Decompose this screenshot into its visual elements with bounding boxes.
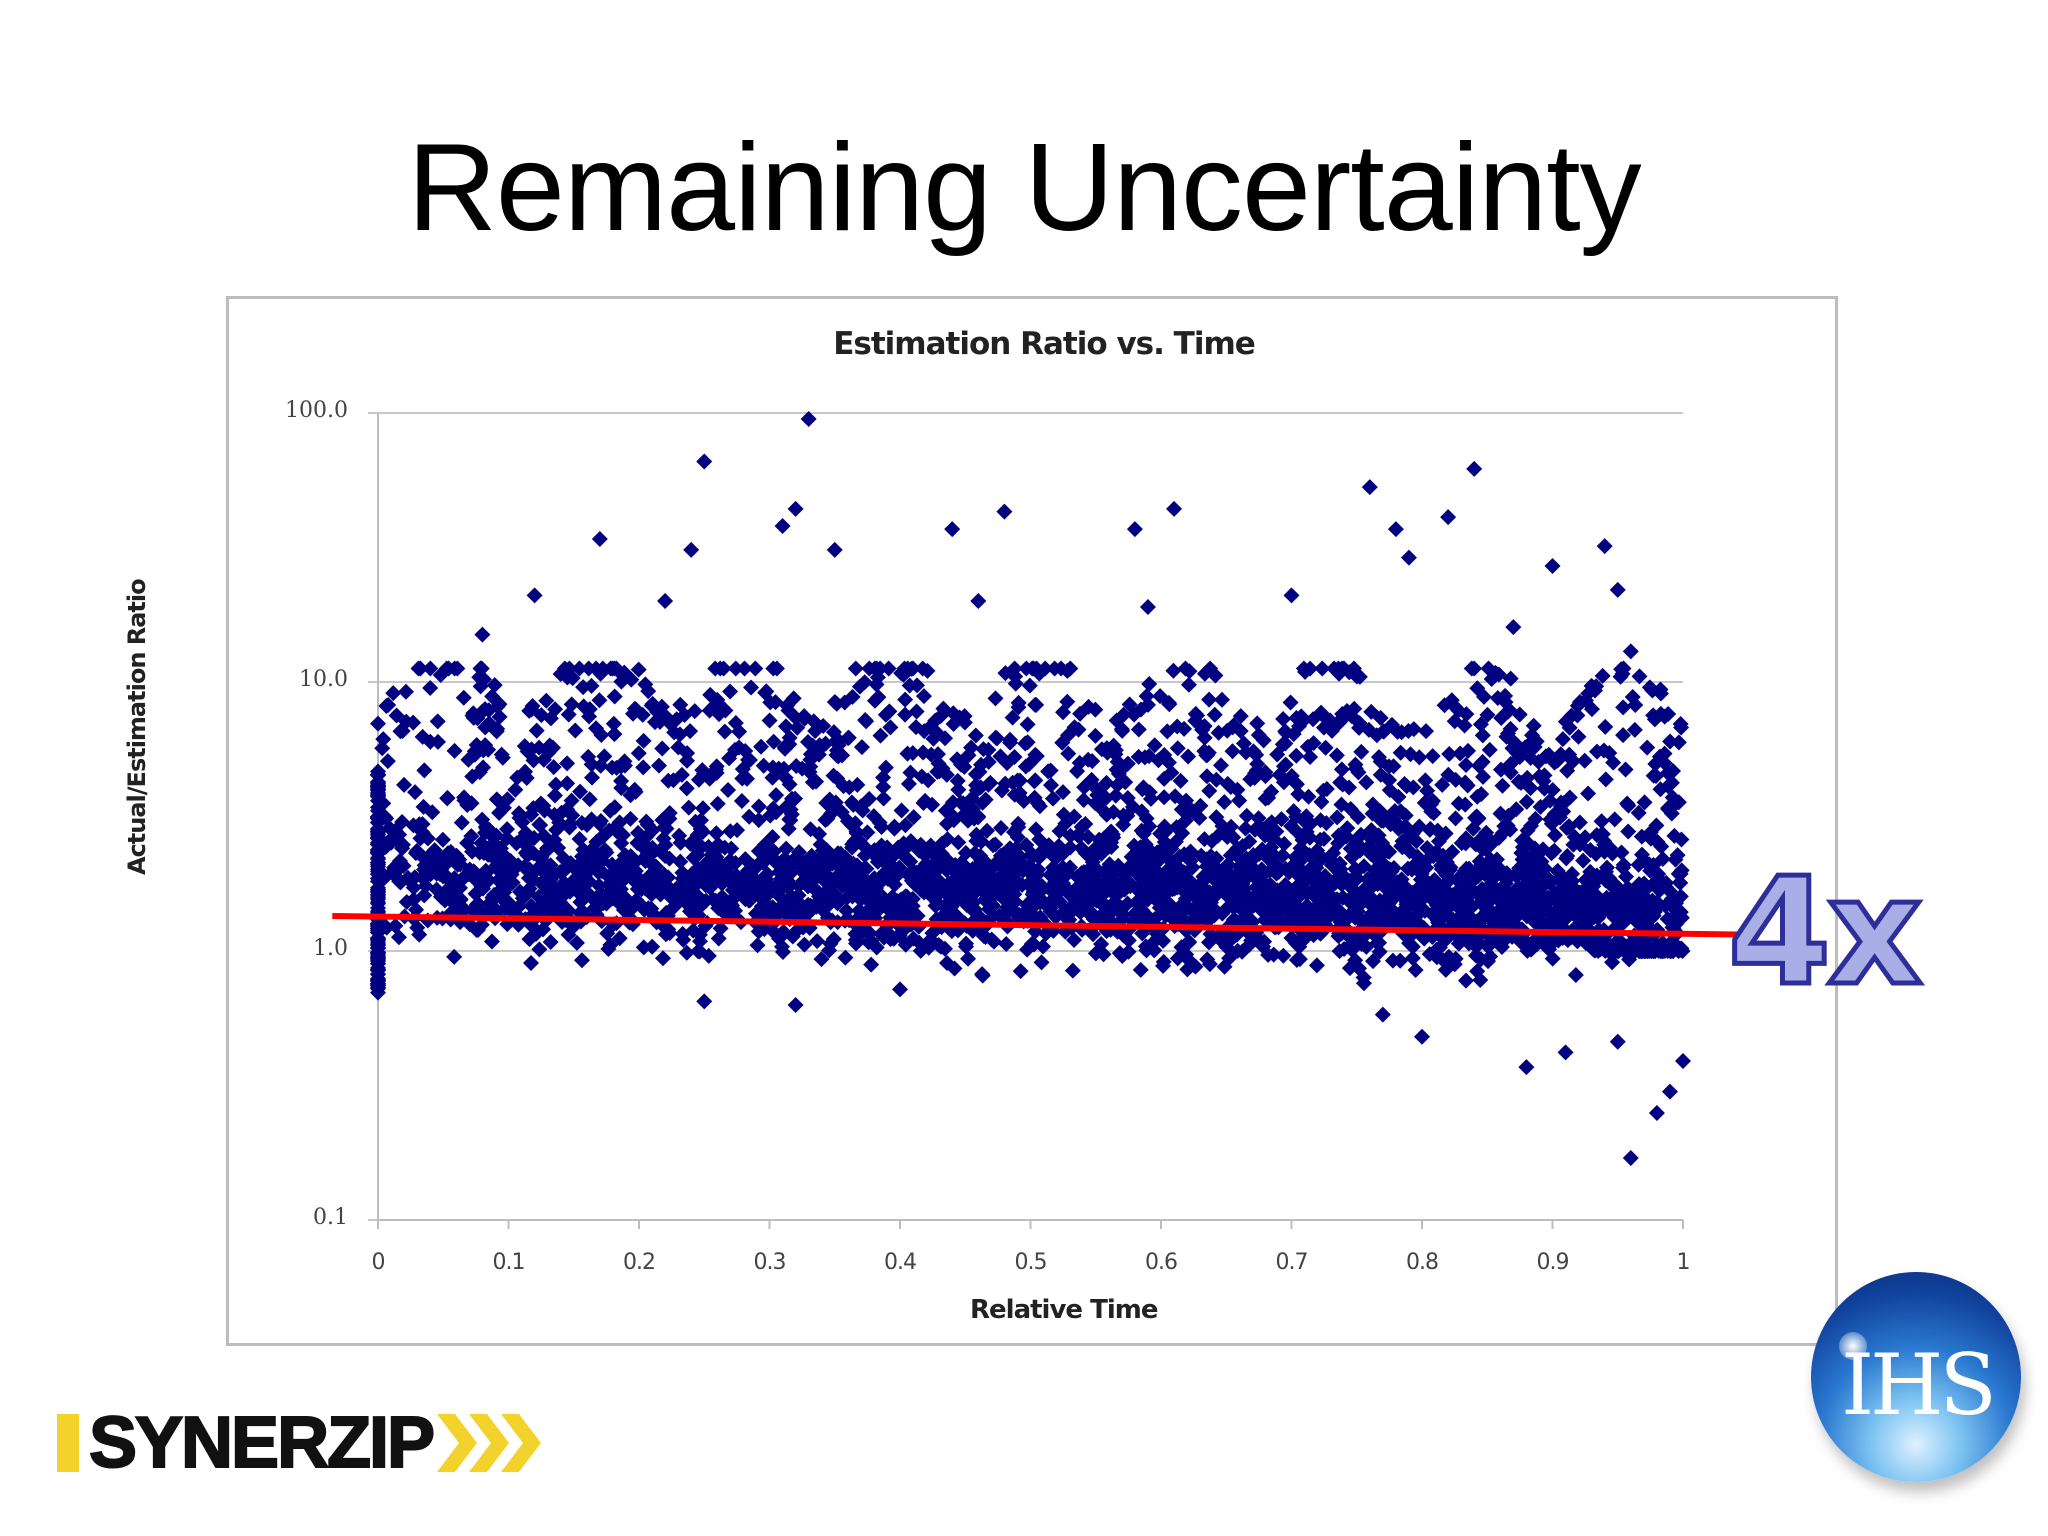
y-tick-label: 1.0 <box>313 936 348 961</box>
y-tick-label: 100.0 <box>285 398 348 423</box>
chevrons-icon <box>437 1414 542 1472</box>
chart-title: Estimation Ratio vs. Time <box>833 326 1256 362</box>
x-tick-label: 1 <box>1676 1250 1691 1275</box>
synerzip-logo-text: SYNERZIP <box>88 1403 436 1483</box>
x-tick-label: 0.5 <box>1014 1250 1048 1275</box>
annotation-4x: 4x <box>1725 846 1924 1018</box>
x-tick-label: 0.9 <box>1536 1250 1570 1275</box>
x-tick-label: 0.3 <box>753 1250 787 1275</box>
x-tick-label: 0.2 <box>623 1250 656 1275</box>
y-axis-label: Actual/Estimation Ratio <box>123 579 152 875</box>
y-tick-label: 10.0 <box>299 667 348 692</box>
synerzip-logo: SYNERZIP <box>57 1403 547 1483</box>
x-tick-label: 0.1 <box>492 1250 526 1275</box>
x-axis-label: Relative Time <box>970 1295 1158 1325</box>
ihs-logo-text: IHS <box>1841 1336 1997 1434</box>
x-tick-label: 0 <box>371 1250 386 1275</box>
data-points <box>370 410 1691 1167</box>
globe-icon <box>1811 1272 2021 1482</box>
x-tick-label: 0.4 <box>884 1250 917 1275</box>
ihs-logo: IHS <box>1811 1272 2023 1484</box>
x-tick-label: 0.6 <box>1145 1250 1178 1275</box>
highlight-icon <box>1839 1332 1867 1360</box>
slide-title: Remaining Uncertainty <box>407 119 1641 257</box>
x-tick-label: 0.7 <box>1275 1250 1309 1275</box>
y-tick-label: 0.1 <box>313 1205 348 1230</box>
logo-bar-icon <box>57 1414 79 1472</box>
x-tick-label: 0.8 <box>1406 1250 1439 1275</box>
trend-line <box>332 912 1749 938</box>
